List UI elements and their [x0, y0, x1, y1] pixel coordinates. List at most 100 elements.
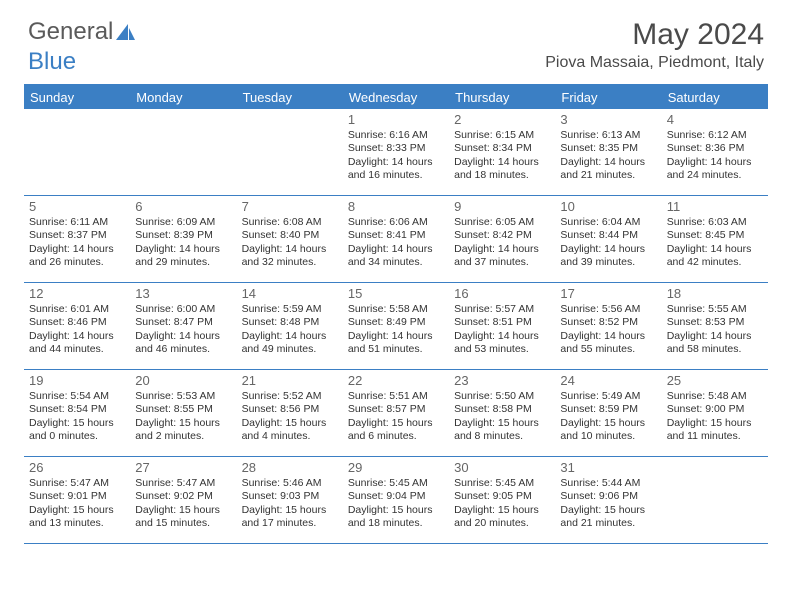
- day-number: 11: [667, 199, 763, 215]
- sunrise-line: Sunrise: 6:03 AM: [667, 216, 763, 229]
- location: Piova Massaia, Piedmont, Italy: [545, 54, 764, 72]
- day-header-thursday: Thursday: [449, 86, 555, 109]
- logo: General: [28, 18, 137, 46]
- day-number: 31: [560, 460, 656, 476]
- day-header-monday: Monday: [130, 86, 236, 109]
- day-cell-22: 22Sunrise: 5:51 AMSunset: 8:57 PMDayligh…: [343, 370, 449, 456]
- daylight-line: Daylight: 15 hours and 8 minutes.: [454, 417, 550, 443]
- day-cell-15: 15Sunrise: 5:58 AMSunset: 8:49 PMDayligh…: [343, 283, 449, 369]
- day-cell-3: 3Sunrise: 6:13 AMSunset: 8:35 PMDaylight…: [555, 109, 661, 195]
- daylight-line: Daylight: 14 hours and 32 minutes.: [242, 243, 338, 269]
- sunset-line: Sunset: 8:39 PM: [135, 229, 231, 242]
- daylight-line: Daylight: 15 hours and 18 minutes.: [348, 504, 444, 530]
- day-cell-10: 10Sunrise: 6:04 AMSunset: 8:44 PMDayligh…: [555, 196, 661, 282]
- sunset-line: Sunset: 8:59 PM: [560, 403, 656, 416]
- day-number: 8: [348, 199, 444, 215]
- sunset-line: Sunset: 8:34 PM: [454, 142, 550, 155]
- sunset-line: Sunset: 8:36 PM: [667, 142, 763, 155]
- daylight-line: Daylight: 15 hours and 0 minutes.: [29, 417, 125, 443]
- daylight-line: Daylight: 14 hours and 16 minutes.: [348, 156, 444, 182]
- daylight-line: Daylight: 14 hours and 37 minutes.: [454, 243, 550, 269]
- day-cell-29: 29Sunrise: 5:45 AMSunset: 9:04 PMDayligh…: [343, 457, 449, 543]
- sunset-line: Sunset: 9:04 PM: [348, 490, 444, 503]
- month-title: May 2024: [545, 18, 764, 52]
- sunrise-line: Sunrise: 6:13 AM: [560, 129, 656, 142]
- daylight-line: Daylight: 14 hours and 53 minutes.: [454, 330, 550, 356]
- sunrise-line: Sunrise: 5:46 AM: [242, 477, 338, 490]
- day-number: 4: [667, 112, 763, 128]
- day-cell-27: 27Sunrise: 5:47 AMSunset: 9:02 PMDayligh…: [130, 457, 236, 543]
- day-cell-17: 17Sunrise: 5:56 AMSunset: 8:52 PMDayligh…: [555, 283, 661, 369]
- sunset-line: Sunset: 9:03 PM: [242, 490, 338, 503]
- sunrise-line: Sunrise: 5:47 AM: [135, 477, 231, 490]
- day-number: 25: [667, 373, 763, 389]
- day-cell-26: 26Sunrise: 5:47 AMSunset: 9:01 PMDayligh…: [24, 457, 130, 543]
- day-cell-empty: [130, 109, 236, 195]
- day-number: 30: [454, 460, 550, 476]
- sunrise-line: Sunrise: 5:59 AM: [242, 303, 338, 316]
- day-number: 12: [29, 286, 125, 302]
- day-cell-8: 8Sunrise: 6:06 AMSunset: 8:41 PMDaylight…: [343, 196, 449, 282]
- sunrise-line: Sunrise: 6:09 AM: [135, 216, 231, 229]
- day-cell-6: 6Sunrise: 6:09 AMSunset: 8:39 PMDaylight…: [130, 196, 236, 282]
- sunrise-line: Sunrise: 5:47 AM: [29, 477, 125, 490]
- sunset-line: Sunset: 8:55 PM: [135, 403, 231, 416]
- day-number: 29: [348, 460, 444, 476]
- day-number: 6: [135, 199, 231, 215]
- day-header-saturday: Saturday: [662, 86, 768, 109]
- day-cell-16: 16Sunrise: 5:57 AMSunset: 8:51 PMDayligh…: [449, 283, 555, 369]
- day-number: 20: [135, 373, 231, 389]
- sunrise-line: Sunrise: 5:58 AM: [348, 303, 444, 316]
- daylight-line: Daylight: 15 hours and 10 minutes.: [560, 417, 656, 443]
- sunrise-line: Sunrise: 5:49 AM: [560, 390, 656, 403]
- day-number: 21: [242, 373, 338, 389]
- sunset-line: Sunset: 9:01 PM: [29, 490, 125, 503]
- sunrise-line: Sunrise: 6:05 AM: [454, 216, 550, 229]
- daylight-line: Daylight: 14 hours and 55 minutes.: [560, 330, 656, 356]
- sunset-line: Sunset: 8:48 PM: [242, 316, 338, 329]
- day-number: 17: [560, 286, 656, 302]
- daylight-line: Daylight: 15 hours and 21 minutes.: [560, 504, 656, 530]
- sunrise-line: Sunrise: 5:44 AM: [560, 477, 656, 490]
- daylight-line: Daylight: 15 hours and 20 minutes.: [454, 504, 550, 530]
- sunset-line: Sunset: 8:45 PM: [667, 229, 763, 242]
- sunset-line: Sunset: 8:35 PM: [560, 142, 656, 155]
- sunset-line: Sunset: 8:58 PM: [454, 403, 550, 416]
- day-cell-28: 28Sunrise: 5:46 AMSunset: 9:03 PMDayligh…: [237, 457, 343, 543]
- sunset-line: Sunset: 8:49 PM: [348, 316, 444, 329]
- sunset-line: Sunset: 8:56 PM: [242, 403, 338, 416]
- sunrise-line: Sunrise: 5:45 AM: [454, 477, 550, 490]
- day-cell-20: 20Sunrise: 5:53 AMSunset: 8:55 PMDayligh…: [130, 370, 236, 456]
- sunrise-line: Sunrise: 6:00 AM: [135, 303, 231, 316]
- day-number: 15: [348, 286, 444, 302]
- sunset-line: Sunset: 9:05 PM: [454, 490, 550, 503]
- daylight-line: Daylight: 14 hours and 58 minutes.: [667, 330, 763, 356]
- sunset-line: Sunset: 8:40 PM: [242, 229, 338, 242]
- daylight-line: Daylight: 14 hours and 18 minutes.: [454, 156, 550, 182]
- sunrise-line: Sunrise: 5:45 AM: [348, 477, 444, 490]
- daylight-line: Daylight: 14 hours and 34 minutes.: [348, 243, 444, 269]
- sunrise-line: Sunrise: 6:08 AM: [242, 216, 338, 229]
- day-cell-30: 30Sunrise: 5:45 AMSunset: 9:05 PMDayligh…: [449, 457, 555, 543]
- sunrise-line: Sunrise: 6:04 AM: [560, 216, 656, 229]
- week-row: 1Sunrise: 6:16 AMSunset: 8:33 PMDaylight…: [24, 109, 768, 196]
- sunset-line: Sunset: 8:46 PM: [29, 316, 125, 329]
- daylight-line: Daylight: 14 hours and 49 minutes.: [242, 330, 338, 356]
- day-cell-11: 11Sunrise: 6:03 AMSunset: 8:45 PMDayligh…: [662, 196, 768, 282]
- day-cell-31: 31Sunrise: 5:44 AMSunset: 9:06 PMDayligh…: [555, 457, 661, 543]
- daylight-line: Daylight: 14 hours and 26 minutes.: [29, 243, 125, 269]
- day-cell-25: 25Sunrise: 5:48 AMSunset: 9:00 PMDayligh…: [662, 370, 768, 456]
- sunrise-line: Sunrise: 5:48 AM: [667, 390, 763, 403]
- sunrise-line: Sunrise: 5:57 AM: [454, 303, 550, 316]
- daylight-line: Daylight: 14 hours and 21 minutes.: [560, 156, 656, 182]
- sunrise-line: Sunrise: 5:50 AM: [454, 390, 550, 403]
- day-number: 26: [29, 460, 125, 476]
- day-number: 1: [348, 112, 444, 128]
- day-cell-24: 24Sunrise: 5:49 AMSunset: 8:59 PMDayligh…: [555, 370, 661, 456]
- day-cell-2: 2Sunrise: 6:15 AMSunset: 8:34 PMDaylight…: [449, 109, 555, 195]
- day-header-wednesday: Wednesday: [343, 86, 449, 109]
- day-header-row: SundayMondayTuesdayWednesdayThursdayFrid…: [24, 86, 768, 109]
- sunrise-line: Sunrise: 6:01 AM: [29, 303, 125, 316]
- sunrise-line: Sunrise: 5:53 AM: [135, 390, 231, 403]
- day-number: 7: [242, 199, 338, 215]
